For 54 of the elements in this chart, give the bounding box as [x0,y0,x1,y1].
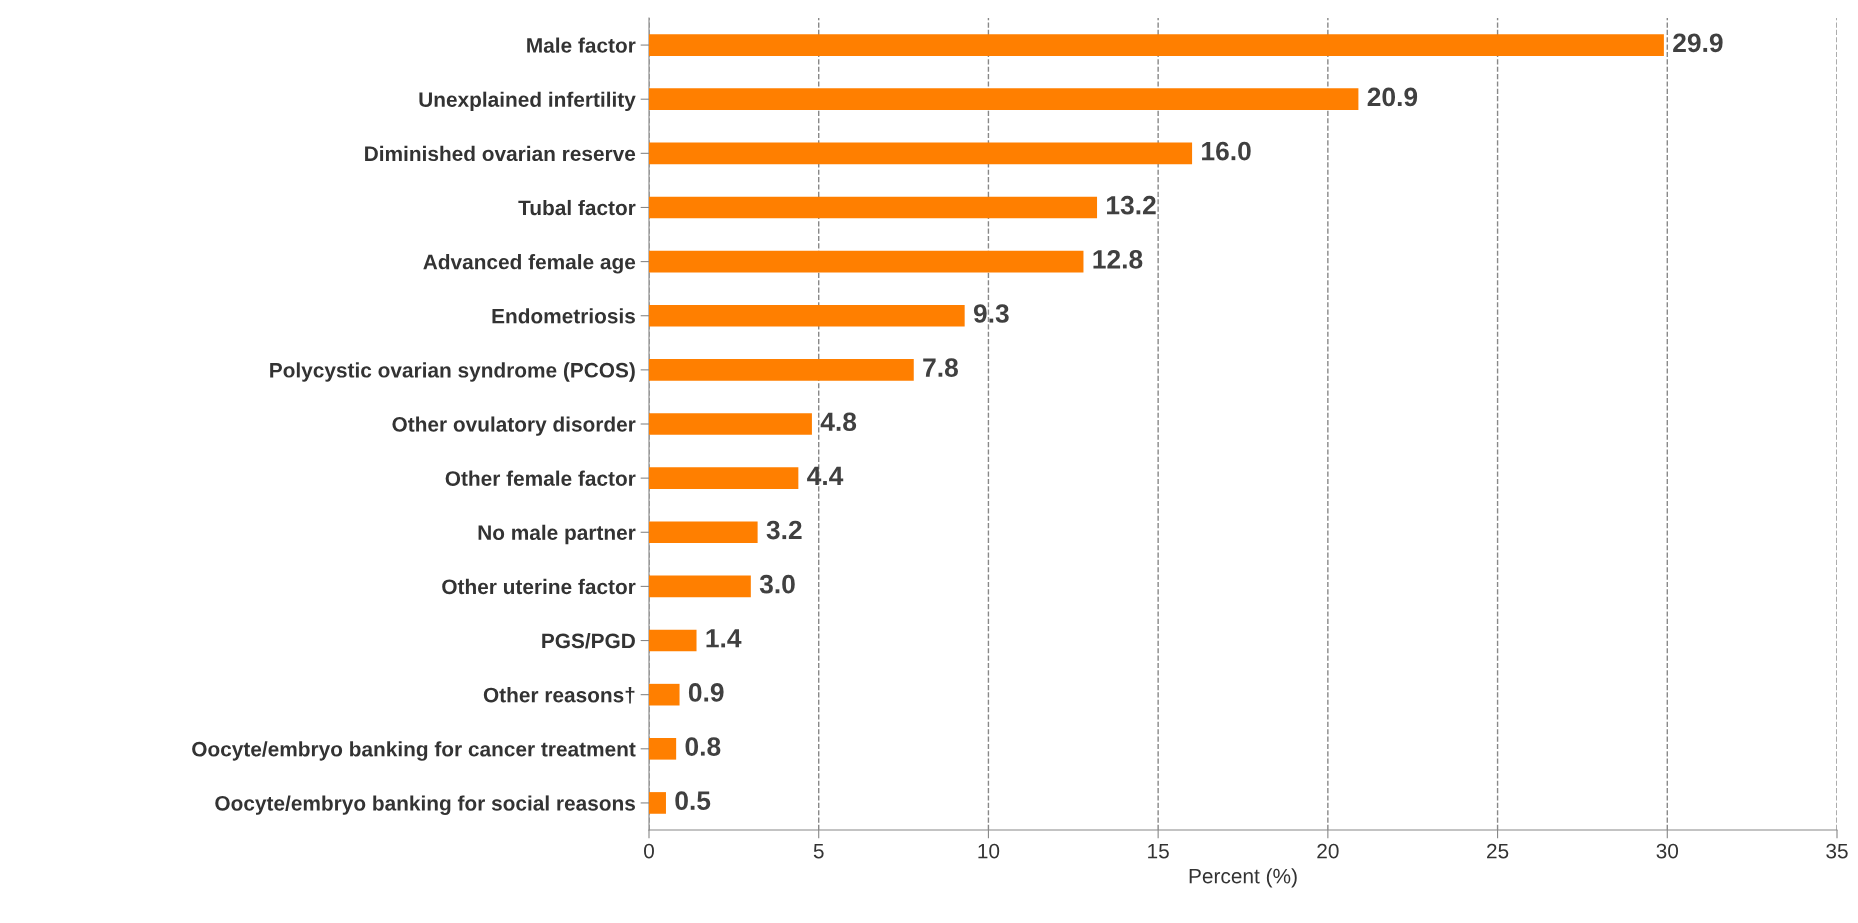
x-tick-label: 5 [813,843,824,859]
data-label: 16.0 [1202,141,1251,161]
data-label: 4.4 [807,466,844,485]
data-label: 20.9 [1367,87,1418,107]
bar [649,196,1098,219]
y-tick-label: Endometriosis [492,308,635,324]
y-tick-label: Diminished ovarian reserve [365,145,636,162]
data-label: 13.2 [1107,195,1156,215]
bar [649,737,677,760]
y-tick-label: Advanced female age [423,254,636,274]
bar [649,142,1193,165]
bar [649,792,666,814]
y-tick-label: Oocyte/embryo banking for social reasons [215,795,635,815]
data-label: 0.5 [675,791,711,811]
bar [649,629,697,652]
x-tick-label: 25 [1487,843,1509,859]
data-label: 3.2 [766,520,802,540]
y-tick-label: Male factor [527,37,636,53]
x-tick-label: 10 [978,843,1000,859]
bar [649,88,1359,111]
bar [649,304,965,327]
bar [649,250,1084,273]
y-tick-label: Oocyte/embryo banking for cancer treatment [192,741,636,761]
data-label: 9.3 [973,304,1009,323]
y-tick-label: Polycystic ovarian syndrome (PCOS) [270,362,635,382]
data-label: 29.9 [1673,33,1723,53]
bar [649,467,799,489]
y-tick-label: Other uterine factor [442,578,636,595]
data-label: 1.4 [706,629,742,648]
y-tick-label: PGS/PGD [542,632,635,649]
y-tick-label: Other female factor [445,470,636,486]
y-tick-label: Tubal factor [518,199,636,216]
data-label: 7.8 [923,358,958,377]
y-tick-label: Unexplained infertility [419,91,636,112]
data-label: 3.0 [759,574,795,594]
data-label: 12.8 [1093,250,1143,269]
data-label: 0.9 [688,683,724,702]
bar [649,683,680,706]
bar [649,34,1664,56]
data-label: 4.8 [820,412,857,432]
x-axis-title: Percent (%) [1189,868,1297,888]
data-label: 0.8 [685,737,721,756]
x-tick-label: 35 [1826,843,1848,859]
bar [649,359,914,381]
x-tick-label: 30 [1656,843,1679,859]
x-tick-label: 0 [644,843,654,859]
bar [649,575,751,598]
y-tick-label: Other reasons† [483,687,635,704]
y-tick-label: Other ovulatory disorder [392,416,636,436]
y-tick-label: No male partner [478,524,636,545]
x-tick-label: 20 [1317,843,1339,859]
x-tick-label: 15 [1148,843,1169,859]
bar [649,521,758,544]
bar [649,413,812,435]
